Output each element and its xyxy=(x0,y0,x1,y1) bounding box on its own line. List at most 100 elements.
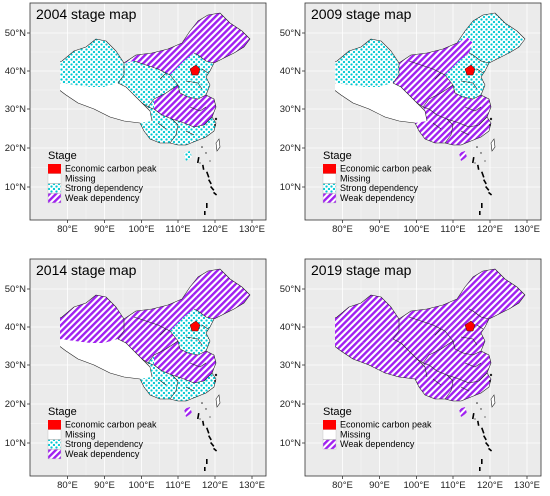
province-borders xyxy=(60,12,251,146)
x-tick-label: 100°E xyxy=(404,480,430,491)
y-tick-label: 20°N xyxy=(5,399,26,410)
stage-map-1: 2009 stage map 80°E 90°E 100°E 110°E 120°E 130… xyxy=(280,2,542,235)
map-panel-2009: 2009 stage map 80°E 90°E 100°E 110°E 120°E 130… xyxy=(275,0,545,238)
y-tick-label: 50°N xyxy=(280,28,301,39)
legend-swatch-strong xyxy=(322,183,337,194)
legend-label-weak: Weak dependency xyxy=(65,193,140,203)
plot-frame xyxy=(304,2,542,221)
y-tick-label: 20°N xyxy=(280,143,301,154)
legend-swatch-peak xyxy=(323,420,336,430)
y-tick-label: 30°N xyxy=(280,360,301,371)
south-china-sea-dashes xyxy=(196,413,218,471)
x-tick-label: 110°E xyxy=(165,480,190,491)
region-north-china xyxy=(445,53,489,99)
province-borders xyxy=(335,268,526,402)
legend-swatch-strong xyxy=(47,439,62,450)
y-tick-label: 50°N xyxy=(5,284,26,295)
x-tick-label: 100°E xyxy=(129,480,155,491)
region-xinjiang xyxy=(60,295,124,343)
legend-label-weak: Weak dependency xyxy=(340,439,415,449)
region-central xyxy=(429,341,491,383)
region-beijing-peak xyxy=(464,64,476,76)
region-hainan xyxy=(184,151,192,161)
x-tick-label: 110°E xyxy=(440,224,465,235)
region-south xyxy=(170,373,216,401)
y-tick-label: 10°N xyxy=(5,438,26,449)
legend-label-strong: Strong dependency xyxy=(340,183,419,193)
legend-label-peak: Economic carbon peak xyxy=(340,164,432,174)
region-southwest xyxy=(140,99,178,143)
map-title: 2014 stage map xyxy=(36,262,137,278)
islands xyxy=(199,117,218,164)
region-hainan xyxy=(459,407,467,417)
legend-label-weak: Weak dependency xyxy=(340,193,415,203)
x-tick-label: 130°E xyxy=(514,480,540,491)
province-borders xyxy=(335,12,526,146)
map-title: 2009 stage map xyxy=(311,6,412,22)
legend-swatch-missing xyxy=(47,429,62,440)
y-tick-label: 10°N xyxy=(280,438,301,449)
plot-frame xyxy=(304,258,542,477)
x-tick-label: 80°E xyxy=(332,224,353,235)
region-taiwan xyxy=(490,394,496,408)
legend-swatch-weak xyxy=(322,193,337,204)
region-central xyxy=(154,85,216,127)
legend-title: Stage xyxy=(323,406,352,418)
region-xinjiang xyxy=(335,39,399,87)
region-northwest xyxy=(118,61,178,107)
region-south xyxy=(445,117,491,145)
region-xinjiang xyxy=(335,295,399,343)
region-south xyxy=(445,373,491,401)
region-hainan xyxy=(184,407,192,417)
legend-label-missing: Missing xyxy=(340,429,371,439)
region-southwest xyxy=(140,355,178,399)
x-tick-label: 110°E xyxy=(440,480,465,491)
stage-map-2: 2014 stage map 80°E 90°E 100°E 110°E 120°E 130… xyxy=(5,258,267,491)
x-tick-label: 90°E xyxy=(94,224,115,235)
map-title: 2019 stage map xyxy=(311,262,412,278)
region-tibet xyxy=(335,83,427,123)
x-tick-label: 80°E xyxy=(332,480,353,491)
stage-map-3: 2019 stage map 80°E 90°E 100°E 110°E 120°E 130… xyxy=(280,258,542,491)
legend-swatch-peak xyxy=(323,164,336,174)
y-tick-label: 20°N xyxy=(280,399,301,410)
region-northeast xyxy=(182,13,250,63)
legend-label-peak: Economic carbon peak xyxy=(65,420,157,430)
legend-label-strong: Strong dependency xyxy=(65,183,144,193)
region-northeast xyxy=(457,269,525,319)
legend-label-missing: Missing xyxy=(65,429,96,439)
region-tibet xyxy=(60,83,152,123)
legend-label-weak: Weak dependency xyxy=(65,449,140,459)
region-central xyxy=(154,341,216,383)
region-taiwan xyxy=(215,394,221,408)
y-tick-label: 30°N xyxy=(5,360,26,371)
x-tick-label: 80°E xyxy=(57,480,78,491)
islands xyxy=(474,117,493,164)
y-tick-label: 40°N xyxy=(5,66,26,77)
region-northeast xyxy=(182,269,250,319)
legend-title: Stage xyxy=(323,150,352,162)
region-northeast xyxy=(457,13,525,63)
x-tick-label: 120°E xyxy=(202,224,228,235)
legend-swatch-weak xyxy=(47,449,62,460)
china-map xyxy=(60,12,251,215)
region-southwest xyxy=(415,355,453,399)
region-beijing-peak xyxy=(189,320,201,332)
y-tick-label: 30°N xyxy=(5,104,26,115)
map-panel-2004: 2004 stage map 80°E 90°E 100°E 110°E 120°E 130… xyxy=(0,0,270,238)
legend-label-peak: Economic carbon peak xyxy=(340,420,432,430)
x-tick-label: 130°E xyxy=(514,224,540,235)
islands xyxy=(199,373,218,420)
region-beijing-peak xyxy=(189,64,201,76)
y-tick-label: 50°N xyxy=(280,284,301,295)
china-map xyxy=(335,268,526,471)
region-southwest xyxy=(415,99,453,143)
legend-swatch-peak xyxy=(48,420,61,430)
region-taiwan xyxy=(215,138,221,152)
map-panel-2014: 2014 stage map 80°E 90°E 100°E 110°E 120°E 130… xyxy=(0,256,270,494)
x-tick-label: 90°E xyxy=(94,480,115,491)
y-tick-label: 50°N xyxy=(5,28,26,39)
